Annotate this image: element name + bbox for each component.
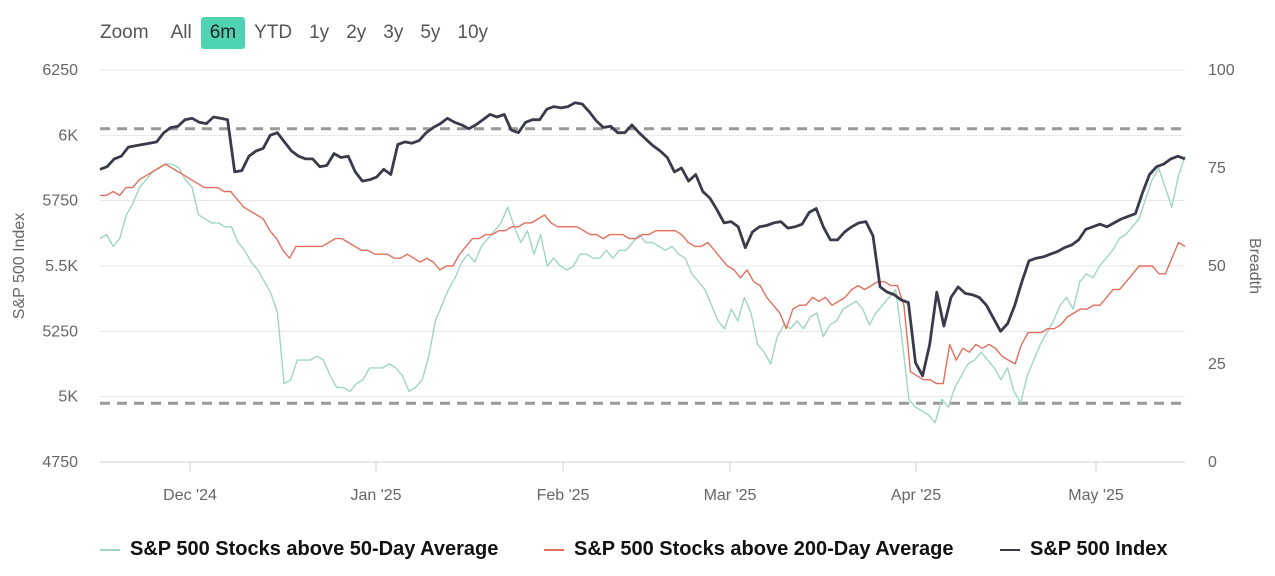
y-right-tick-label: 50 [1208,258,1226,275]
axes: 4750 5K 5250 5.5K 5750 6K 6250 0 25 50 75 100 Dec '2… [11,62,1263,504]
series-lines [99,101,1186,424]
zoom-2y-button[interactable]: 2y [346,22,367,43]
y-right-tick-label: 0 [1208,454,1217,471]
y-left-tick-label: 5250 [42,323,78,340]
y-right-tick-label: 25 [1208,356,1226,373]
x-tick-label: Dec '24 [163,487,217,504]
zoom-1y-button[interactable]: 1y [309,22,330,43]
range-selector: Zoom All 6m YTD 1y 2y 3y 5y 10y [100,16,497,50]
reference-lines [100,127,1185,405]
x-tick-label: Mar '25 [704,487,757,504]
zoom-label: Zoom [100,22,149,43]
y-right-axis-title: Breadth [1246,238,1263,294]
legend-label-200day: S&P 500 Stocks above 200-Day Average [574,538,954,560]
legend-swatch-50day [100,548,120,551]
y-left-tick-label: 4750 [42,454,78,471]
x-tick-label: Feb '25 [537,487,590,504]
legend-item-50day[interactable]: S&P 500 Stocks above 50-Day Average [100,538,498,561]
series-line-200day [100,163,1186,385]
legend-swatch-200day [544,548,564,551]
zoom-5y-button[interactable]: 5y [420,22,441,43]
legend-swatch-index [1000,548,1020,551]
legend-label-index: S&P 500 Index [1030,538,1168,560]
x-tick-label: May '25 [1068,487,1124,504]
series-line-50day [99,155,1186,424]
x-tick-label: Apr '25 [891,487,941,504]
y-left-tick-label: 5K [58,389,78,406]
breadth-chart: 4750 5K 5250 5.5K 5750 6K 6250 0 25 50 75 100 Dec '2… [11,62,1263,504]
legend-item-index[interactable]: S&P 500 Index [1000,538,1167,561]
zoom-3y-button[interactable]: 3y [383,22,404,43]
zoom-6m-button[interactable]: 6m [200,17,246,49]
y-left-tick-label: 6250 [42,62,78,79]
zoom-ytd-button[interactable]: YTD [254,22,293,43]
zoom-all-button[interactable]: All [170,22,192,43]
legend: S&P 500 Stocks above 50-Day Average S&P … [0,530,1275,570]
legend-label-50day: S&P 500 Stocks above 50-Day Average [130,538,499,560]
y-left-tick-label: 6K [58,127,78,144]
y-left-axis-title: S&P 500 Index [11,213,28,319]
y-right-tick-label: 75 [1208,160,1226,177]
x-tick-label: Jan '25 [350,487,401,504]
y-left-tick-label: 5750 [42,193,78,210]
series-line-index [99,101,1186,378]
y-right-tick-label: 100 [1208,62,1235,79]
y-left-tick-label: 5.5K [45,258,78,275]
zoom-10y-button[interactable]: 10y [457,22,489,43]
legend-item-200day[interactable]: S&P 500 Stocks above 200-Day Average [544,538,953,561]
